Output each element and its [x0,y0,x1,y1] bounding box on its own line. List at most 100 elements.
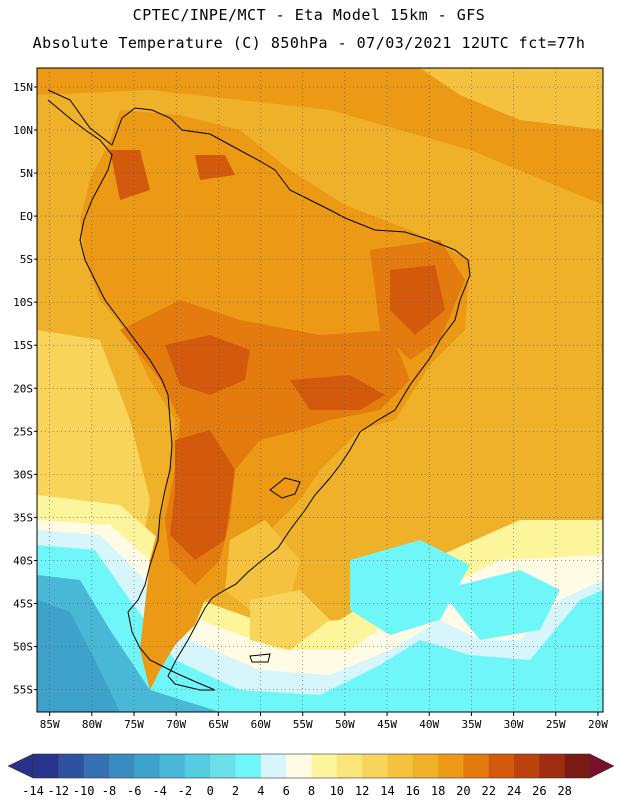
colorbar-label: 16 [406,784,420,798]
colorbar-label: 12 [355,784,369,798]
colorbar-label: -8 [102,784,116,798]
title-line-2: Absolute Temperature (C) 850hPa - 07/03/… [32,34,586,52]
colorbar-label: -2 [178,784,192,798]
colorbar-label: -12 [47,784,69,798]
lat-label: 10N [13,124,33,137]
coastline-falklands [249,653,271,663]
lat-label: 10S [13,296,33,309]
lon-label: 75W [124,718,144,731]
lat-label: 15N [13,81,33,94]
colorbar-swatch [336,754,363,778]
colorbar-label: 10 [330,784,344,798]
colorbar-swatch [286,754,312,778]
colorbar-label: 2 [232,784,239,798]
lon-label: 70W [166,718,186,731]
colorbar-swatch [235,754,262,778]
field-cold-ocean [37,545,603,712]
lon-label: 40W [419,718,439,731]
colorbar-label: -14 [22,784,44,798]
field-cold-pool-east [440,570,560,640]
lon-label: 20W [588,718,608,731]
colorbar-label: 8 [308,784,315,798]
temperature-field [37,68,603,712]
title-line-1: CPTEC/INPE/MCT - Eta Model 15km - GFS [132,6,486,24]
field-guiana-hot [195,155,235,180]
colorbar-label: -10 [73,784,95,798]
colorbar-swatch [488,754,515,778]
colorbar-swatch [539,754,566,778]
colorbar-right-arrow [589,753,615,779]
colorbar-swatch [134,754,161,778]
lat-label: 20S [13,382,33,395]
field-southeast-very-hot [290,375,385,410]
colorbar-swatch [564,754,591,778]
colorbar-label: 4 [257,784,264,798]
lat-label: 45S [13,598,33,611]
colorbar-label: 0 [207,784,214,798]
field-west-argentina-very-hot [170,430,235,560]
colorbar-label: -6 [127,784,141,798]
colorbar-swatch [412,754,439,778]
lon-label: 30W [504,718,524,731]
lat-label: 50S [13,641,33,654]
lat-label: 35S [13,511,33,524]
coastline-south-america [47,89,471,691]
lon-label: 65W [208,718,228,731]
colorbar-label: 14 [380,784,394,798]
field-cold-pool-south-atlantic [350,540,470,635]
colorbar-swatch [108,754,135,778]
colorbar-label: 6 [283,784,290,798]
colorbar-frame [32,753,591,779]
colorbar-swatch [159,754,186,778]
colorbar-label: 26 [532,784,546,798]
lon-label: 55W [293,718,313,731]
lon-label: 45W [377,718,397,731]
colorbar-left-arrow [7,753,34,779]
colorbar-swatch [514,754,540,778]
colorbar: -14 -12 -10 -8 -6 -4 -2 0 2 4 6 8 10 12 14 16 18 20 22 24 26… [7,753,615,798]
coastline-lagoon [269,477,301,499]
field-northeast-very-hot [390,265,445,335]
lat-lon-grid [37,68,603,712]
field-patagonia-yellow [250,590,330,650]
lon-label: 80W [82,718,102,731]
colorbar-swatch [387,754,414,778]
colorbar-swatch [210,754,237,778]
colorbar-swatch [362,754,388,778]
colorbar-label: 18 [431,784,445,798]
colorbar-swatch [438,754,464,778]
field-north-atlantic-patch [420,68,603,130]
colorbar-swatch [83,754,110,778]
lat-label: 25S [13,425,33,438]
lat-label: 15S [13,339,33,352]
colorbar-swatch [58,754,85,778]
colorbar-swatch [311,754,338,778]
field-chaco-very-hot [165,335,250,395]
colorbar-label: 22 [482,784,496,798]
lat-label: 5N [20,167,33,180]
axes: 85W 80W 75W 70W 65W 60W 55W 50W 45W 40W 35W 30W 25W 2… [13,81,608,731]
colorbar-swatch [463,754,490,778]
lat-label: 55S [13,684,33,697]
lon-label: 85W [40,718,60,731]
lat-label: 5S [20,253,33,266]
field-andes-north-hot [110,150,150,200]
colorbar-label: -4 [152,784,166,798]
field-coldest-ocean [37,600,120,712]
colorbar-swatch [260,754,287,778]
coastline [47,89,471,691]
colorbar-label: 20 [456,784,470,798]
lat-label: EQ [20,210,33,223]
lon-label: 25W [546,718,566,731]
lat-label: 40S [13,554,33,567]
colorbar-swatch [184,754,211,778]
lon-label: 60W [251,718,271,731]
lon-label: 50W [335,718,355,731]
lat-label: 30S [13,468,33,481]
lon-label: 35W [461,718,481,731]
colorbar-swatch [33,754,59,778]
colorbar-label: 24 [507,784,521,798]
colorbar-label: 28 [557,784,571,798]
field-north-warmer [37,68,603,205]
